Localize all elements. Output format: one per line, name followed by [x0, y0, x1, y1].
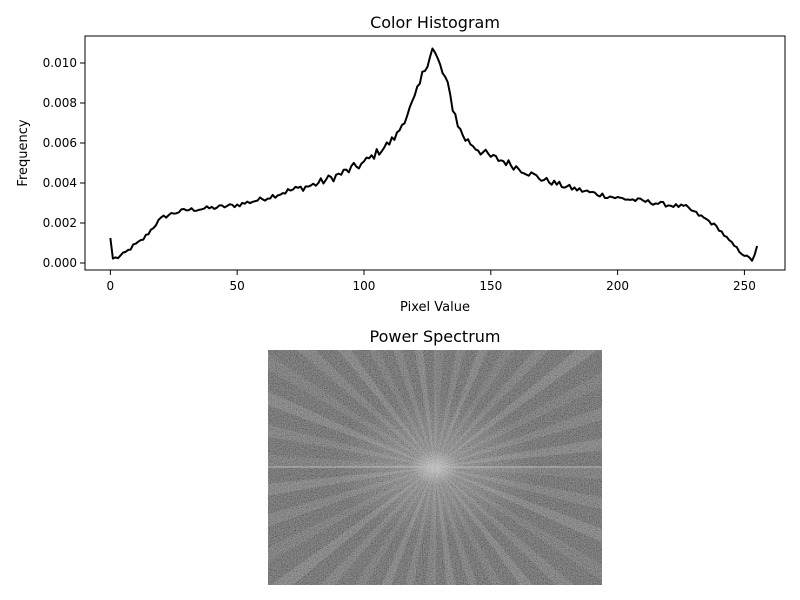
histogram-chart: Color Histogram 0 50 100 150 200 250 0.000 0.00… — [16, 13, 786, 315]
y-tick-label: 0.010 — [43, 56, 77, 70]
x-tick-label: 200 — [606, 279, 629, 293]
histogram-ticks: 0 50 100 150 200 250 0.000 0.002 0.004 0.006 0.008… — [43, 56, 756, 293]
spectrum-ray — [435, 467, 602, 480]
y-tick-label: 0.008 — [43, 96, 77, 110]
spectrum-ray — [268, 467, 435, 496]
y-tick-label: 0.000 — [43, 256, 77, 270]
x-tick-label: 150 — [479, 279, 502, 293]
power-spectrum-chart: Power Spectrum — [268, 327, 602, 585]
x-tick-label: 250 — [733, 279, 756, 293]
y-tick-label: 0.006 — [43, 136, 77, 150]
x-tick-label: 0 — [107, 279, 115, 293]
spectrum-ray — [435, 350, 444, 467]
spectrum-ray — [268, 454, 435, 467]
y-tick-label: 0.004 — [43, 176, 77, 190]
power-spectrum-image — [268, 350, 602, 585]
histogram-plot-frame — [84, 35, 786, 271]
spectrum-ray — [426, 467, 435, 585]
spectrum-ray — [296, 350, 435, 467]
y-tick-label: 0.002 — [43, 216, 77, 230]
x-tick-label: 100 — [353, 279, 376, 293]
histogram-title: Color Histogram — [370, 13, 500, 32]
histogram-ylabel: Frequency — [16, 119, 31, 186]
x-tick-label: 50 — [230, 279, 245, 293]
spectrum-ray — [381, 467, 435, 585]
spectrum-ray — [435, 438, 602, 467]
power-spectrum-title: Power Spectrum — [370, 327, 501, 346]
histogram-series-line — [109, 47, 759, 262]
histogram-xlabel: Pixel Value — [400, 300, 470, 315]
